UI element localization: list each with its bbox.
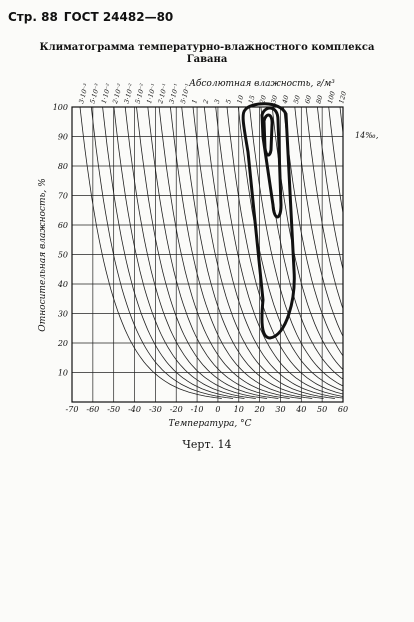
y-tick-label: 10	[58, 369, 68, 378]
humidity-curve	[294, 107, 343, 338]
climatogram: Абсолютная влажность, г/м³ 14‰, Температ…	[38, 78, 378, 429]
x-tick-label: -30	[149, 405, 162, 414]
y-tick-label: 100	[53, 103, 68, 112]
top-tick-label: 100	[326, 90, 337, 104]
humidity-curve	[181, 107, 324, 399]
x-tick-label: -50	[107, 405, 120, 414]
humidity-curve	[215, 107, 343, 397]
top-tick-label: 30	[269, 94, 279, 104]
top-axis-label: Абсолютная влажность, г/м³	[188, 78, 335, 89]
humidity-curve	[136, 107, 279, 399]
y-tick-label: 80	[58, 162, 68, 171]
middle-contour	[260, 106, 283, 219]
y-tick-label: 30	[58, 310, 68, 319]
x-tick-label: -60	[86, 405, 99, 414]
humidity-curve	[260, 107, 343, 380]
y-tick-label: 60	[58, 221, 68, 230]
title: Климатограмма температурно-влажностного …	[39, 42, 375, 53]
caption: Черт. 14	[182, 438, 232, 451]
humidity-curve	[147, 107, 290, 399]
note: 14‰,	[355, 131, 378, 140]
humidity-curve	[283, 107, 343, 357]
humidity-curve	[317, 107, 343, 271]
humidity-curve	[237, 107, 343, 392]
x-tick-label: 60	[338, 405, 348, 414]
y-tick-label: 20	[57, 339, 68, 348]
x-axis-label: Температура, °С	[168, 419, 251, 429]
y-tick-label: 90	[58, 133, 68, 142]
top-tick-label: 50	[292, 94, 302, 104]
standard: ГОСТ 24482—80	[63, 10, 174, 24]
y-tick-label: 70	[58, 192, 68, 201]
humidity-curve	[226, 107, 343, 395]
top-tick-label: 3	[213, 98, 222, 104]
humidity-curve	[158, 107, 302, 399]
humidity-curve	[79, 107, 222, 399]
x-tick-label: 50	[317, 405, 327, 414]
x-tick-label: 10	[234, 405, 244, 414]
humidity-curve	[249, 107, 343, 387]
x-tick-label: -40	[128, 405, 141, 414]
top-tick-label: 1	[190, 98, 199, 104]
inner-contour	[262, 113, 274, 157]
y-tick-label: 40	[57, 280, 68, 289]
plot-frame	[71, 106, 344, 403]
humidity-curve	[113, 107, 256, 399]
top-tick-label: 80	[315, 94, 325, 104]
page-number: Стр. 88	[8, 10, 58, 24]
x-tick-label: 20	[254, 405, 265, 414]
top-tick-label: 120	[337, 90, 348, 104]
top-tick-label: 20	[258, 94, 268, 105]
x-tick-label: 30	[275, 405, 285, 414]
x-tick-label: 0	[215, 405, 220, 414]
top-tick-label: 15	[247, 94, 257, 104]
humidity-curve	[339, 107, 343, 137]
humidity-curve	[192, 107, 335, 399]
top-tick-label: 10	[235, 94, 245, 104]
humidity-curve	[102, 107, 245, 399]
humidity-curve	[271, 107, 343, 371]
top-tick-label: 2	[201, 98, 210, 105]
x-tick-label: -70	[66, 405, 79, 414]
x-tick-label: -10	[191, 405, 204, 414]
humidity-curve	[124, 107, 268, 399]
humidity-curve	[90, 107, 234, 399]
contours	[241, 102, 296, 340]
y-tick-label: 50	[58, 251, 68, 260]
outer-contour	[241, 102, 296, 340]
humidity-curve	[328, 107, 343, 216]
top-tick-label: 5	[224, 98, 233, 104]
x-tick-label: -20	[170, 405, 183, 414]
x-tick-label: 40	[295, 405, 306, 414]
top-tick-label: 60	[303, 94, 313, 104]
humidity-curve	[170, 107, 313, 399]
y-axis-label: Относительная влажность, %	[38, 178, 48, 331]
subtitle: Гавана	[186, 54, 228, 65]
humidity-curve	[305, 107, 343, 310]
header: Стр. 88 ГОСТ 24482—80	[8, 10, 179, 24]
top-tick-label: 40	[280, 94, 290, 105]
humidity-curve	[203, 107, 343, 399]
